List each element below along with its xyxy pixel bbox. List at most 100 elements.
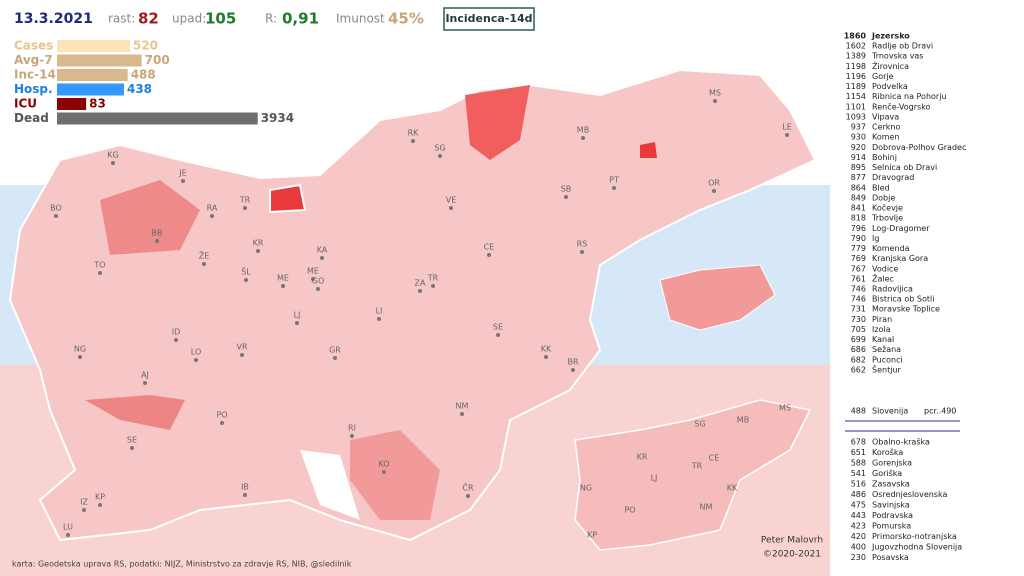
list-value: 1189 — [846, 82, 866, 91]
list-name: Trbovlje — [871, 214, 903, 223]
list-name: Komenda — [872, 244, 910, 253]
indicator-bar — [57, 54, 142, 67]
map-label: ČR — [462, 482, 474, 493]
map-dot — [544, 355, 548, 359]
list-value: 818 — [851, 214, 866, 223]
map-dot — [54, 214, 58, 218]
map-dot — [581, 136, 585, 140]
indicator-name: ICU — [14, 97, 37, 111]
region-name: Pomurska — [872, 522, 911, 531]
indicator-bar — [57, 112, 258, 125]
list-name: Kanal — [872, 335, 894, 344]
map-dot — [411, 139, 415, 143]
region-name: Gorenjska — [872, 459, 912, 468]
map-dot — [281, 284, 285, 288]
button-label[interactable]: Incidenca-14d — [445, 12, 532, 25]
national-pcr: pcr..490 — [924, 407, 956, 416]
list-value: 769 — [851, 254, 866, 263]
map-dot — [785, 133, 789, 137]
region-value: 588 — [851, 459, 866, 468]
list-name: Bled — [872, 183, 890, 192]
map-label: IB — [241, 483, 249, 492]
map-dot — [194, 358, 198, 362]
map-label: SG — [434, 144, 445, 153]
map-dot — [202, 262, 206, 266]
region-shape — [640, 142, 657, 158]
map-label: LE — [782, 123, 792, 132]
map-label: ID — [172, 328, 181, 337]
footer: karta: Geodetska uprava RS, podatki: NIJ… — [12, 560, 352, 569]
list-name: Moravske Toplice — [872, 305, 940, 314]
button[interactable] — [443, 7, 535, 31]
region-name: Goriška — [872, 468, 902, 478]
list-value: 790 — [851, 234, 866, 243]
map-dot — [143, 381, 147, 385]
list-value: 705 — [851, 325, 866, 334]
region-shape — [300, 450, 360, 520]
inset-label: KR — [637, 453, 648, 462]
map-dot — [243, 493, 247, 497]
map-dot — [333, 356, 337, 360]
map-dot — [487, 253, 491, 257]
map-label: JE — [178, 169, 186, 178]
indicator-bar — [57, 98, 87, 110]
map-dot — [496, 333, 500, 337]
stat-label: Imunost — [336, 12, 385, 26]
inset-region-map — [574, 399, 812, 551]
list-value: 920 — [851, 143, 866, 152]
inset-label: NM — [700, 503, 713, 512]
national-name: Slovenija — [872, 407, 908, 416]
map-label: LO — [191, 348, 201, 357]
list-name: Trnovska vas — [871, 52, 923, 61]
list-name: Radovljica — [872, 285, 913, 294]
indicator-bar — [57, 83, 124, 96]
list-value: 767 — [851, 264, 866, 273]
list-value: 731 — [851, 305, 866, 314]
map-label: GO — [312, 277, 325, 286]
region-value: 423 — [851, 522, 866, 531]
list-name: Gorje — [872, 72, 894, 81]
region-value: 475 — [851, 501, 866, 510]
list-name: Dobje — [872, 193, 895, 202]
indicator-bar — [57, 69, 128, 81]
list-name: Piran — [872, 315, 892, 324]
list-value: 699 — [851, 335, 866, 344]
region-name: Primorsko-notranjska — [872, 532, 957, 541]
map-label: KA — [317, 246, 328, 255]
map-label: GR — [329, 346, 341, 355]
region-shape — [465, 85, 530, 160]
map-label: ME — [277, 274, 289, 283]
map-dot — [712, 189, 716, 193]
inset-label: SG — [694, 420, 705, 429]
map-label: LJ — [294, 311, 301, 320]
map-label: BB — [152, 229, 163, 238]
list-name: Cerkno — [872, 123, 901, 132]
stat-label: R: — [265, 12, 277, 26]
list-value: 746 — [851, 285, 866, 294]
list-name: Kočevje — [872, 203, 903, 213]
list-name: Ribnica na Pohorju — [872, 92, 947, 101]
map-label: NM — [456, 402, 469, 411]
map-dot — [580, 250, 584, 254]
indicator-value: 488 — [131, 68, 156, 82]
region-name: Podravska — [872, 511, 913, 520]
map-dot — [350, 434, 354, 438]
list-name: Renče-Vogrsko — [872, 101, 931, 111]
map-label: RK — [408, 129, 420, 138]
list-value: 1093 — [846, 112, 866, 121]
stat-value: 45% — [388, 10, 424, 28]
region-shape — [350, 430, 440, 520]
map-dot — [240, 353, 244, 357]
map-label: KG — [107, 151, 118, 160]
map-label: MB — [577, 126, 589, 135]
list-name: Vipava — [872, 112, 899, 121]
list-value: 930 — [851, 133, 866, 142]
region-name: Jugovzhodna Slovenija — [871, 543, 962, 552]
region-shape — [100, 180, 200, 255]
inset-label: KK — [727, 484, 738, 493]
list-value: 779 — [851, 244, 866, 253]
map-dot — [78, 355, 82, 359]
map-label: SB — [561, 185, 572, 194]
map-dot — [181, 179, 185, 183]
